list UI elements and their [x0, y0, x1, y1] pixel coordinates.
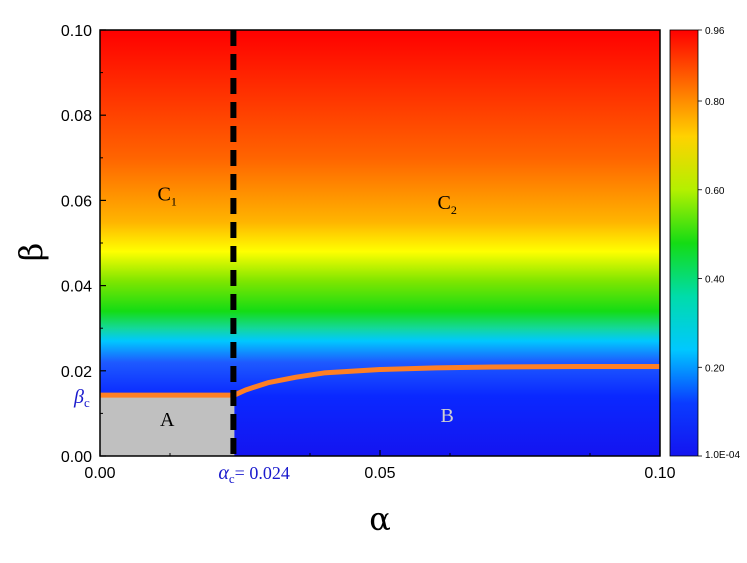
region-label-sub: 2 [451, 203, 457, 217]
y-tick-label: 0.02 [61, 364, 92, 381]
colorbar-gradient [669, 29, 699, 457]
colorbar-tick-label: 0.96 [705, 26, 725, 37]
plot-area [99, 29, 661, 457]
phase-boundary-line [100, 364, 660, 398]
colorbar-tick-label: 0.20 [705, 363, 725, 374]
colorbar-tick-label: 0.40 [705, 275, 725, 286]
colorbar: 0.96 0.80 0.60 0.40 0.20 1.0E-04 [669, 26, 740, 461]
y-axis: 0.00 0.02 0.04 0.06 0.08 0.10 [61, 23, 106, 466]
alpha-c-sub: c [229, 471, 235, 486]
region-a-fill [100, 395, 235, 456]
colorbar-tick-label: 0.60 [705, 186, 725, 197]
beta-c-text: βc [73, 386, 90, 410]
critical-beta-label: βc [73, 386, 90, 410]
critical-alpha-label: αc= 0.024 [218, 462, 289, 486]
x-axis-label: α [369, 500, 391, 538]
beta-c-sub: c [84, 395, 90, 410]
colorbar-tick-label: 1.0E-04 [705, 450, 740, 461]
colorbar-tick-label: 0.80 [705, 97, 725, 108]
y-tick-label: 0.04 [61, 279, 92, 296]
alpha-c-value: = 0.024 [235, 463, 290, 483]
colorbar-ticks: 0.96 0.80 0.60 0.40 0.20 1.0E-04 [698, 26, 740, 461]
region-label: A [160, 409, 175, 431]
x-tick-label: 0.00 [84, 465, 115, 482]
y-tick-label: 0.00 [61, 449, 92, 466]
y-tick-label: 0.10 [61, 23, 92, 40]
x-axis: 0.00 0.05 0.10 [84, 450, 676, 482]
x-tick-label: 0.10 [644, 465, 675, 482]
heatmap-background [100, 30, 660, 456]
y-tick-label: 0.06 [61, 193, 92, 210]
region-label-sub: 1 [171, 194, 177, 208]
alpha-c-text: αc= 0.024 [218, 462, 289, 486]
y-tick-label: 0.08 [61, 108, 92, 125]
x-tick-label: 0.05 [364, 465, 395, 482]
critical-region-fill [100, 395, 235, 456]
y-axis-label: β [12, 243, 50, 262]
region-label: B [441, 405, 454, 427]
